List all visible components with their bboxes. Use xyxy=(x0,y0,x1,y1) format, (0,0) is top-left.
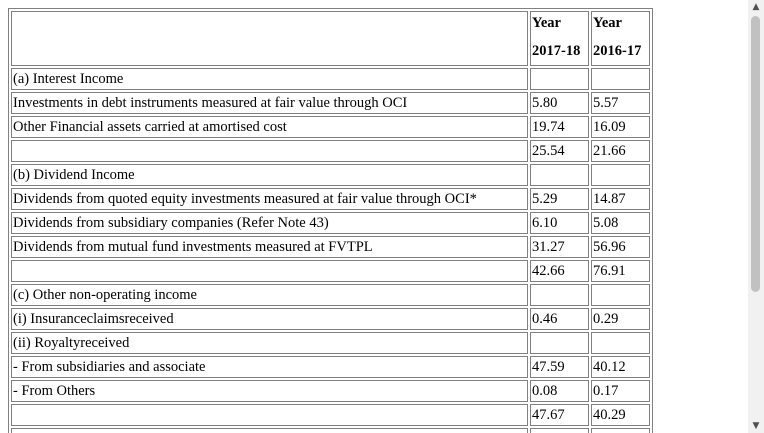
income-table: Year 2017-18 Year 2016-17 (a) Interest I… xyxy=(8,8,653,433)
scroll-up-arrow-icon[interactable]: ▲ xyxy=(752,2,760,12)
value-2016-17-cell: 76.91 xyxy=(591,260,650,282)
value-2016-17-cell: 0.17 xyxy=(591,380,650,402)
value-2016-17-cell: 5.57 xyxy=(591,92,650,114)
row-label-cell: (i) Insuranceclaimsreceived xyxy=(11,308,528,330)
table-row: Other Financial assets carried at amorti… xyxy=(11,116,650,138)
value-2017-18-cell: 5.80 xyxy=(530,92,589,114)
value-2017-18-cell: 19.74 xyxy=(530,116,589,138)
header-year-2017-18: Year 2017-18 xyxy=(530,11,589,66)
table-row: 25.54 21.66 xyxy=(11,140,650,162)
value-2017-18-cell xyxy=(530,428,589,433)
value-2016-17-cell: 5.08 xyxy=(591,212,650,234)
value-2016-17-cell xyxy=(591,332,650,354)
value-2017-18-cell: 47.67 xyxy=(530,404,589,426)
row-label-cell: - From Others xyxy=(11,380,528,402)
value-2016-17-cell: 14.87 xyxy=(591,188,650,210)
value-2017-18-cell: 0.08 xyxy=(530,380,589,402)
table-row: 47.67 40.29 xyxy=(11,404,650,426)
row-label-cell: (a) Interest Income xyxy=(11,68,528,90)
value-2016-17-cell: 0.29 xyxy=(591,308,650,330)
row-label-cell: Investments in debt instruments measured… xyxy=(11,92,528,114)
table-row: (i) Insuranceclaimsreceived 0.46 0.29 xyxy=(11,308,650,330)
table-row: (c) Other non-operating income xyxy=(11,284,650,306)
value-2016-17-cell: 16.09 xyxy=(591,116,650,138)
row-label-cell: (c) Other non-operating income xyxy=(11,284,528,306)
row-label-cell: Other Financial assets carried at amorti… xyxy=(11,116,528,138)
value-2016-17-cell: 40.12 xyxy=(591,356,650,378)
value-2017-18-cell xyxy=(530,284,589,306)
table-row: (a) Interest Income xyxy=(11,68,650,90)
value-2016-17-cell xyxy=(591,284,650,306)
value-2017-18-cell: 6.10 xyxy=(530,212,589,234)
value-2016-17-cell: 56.96 xyxy=(591,236,650,258)
document-viewport: Year 2017-18 Year 2016-17 (a) Interest I… xyxy=(8,8,653,433)
header-year-value: 2017-18 xyxy=(532,43,581,59)
table-row xyxy=(11,428,650,433)
value-2017-18-cell: 5.29 xyxy=(530,188,589,210)
table-row: Investments in debt instruments measured… xyxy=(11,92,650,114)
table-row: Dividends from mutual fund investments m… xyxy=(11,236,650,258)
value-2016-17-cell: 21.66 xyxy=(591,140,650,162)
row-label-cell xyxy=(11,404,528,426)
header-label-cell xyxy=(11,11,528,66)
value-2017-18-cell: 31.27 xyxy=(530,236,589,258)
table-row: - From Others 0.08 0.17 xyxy=(11,380,650,402)
row-label-cell: (b) Dividend Income xyxy=(11,164,528,186)
row-label-cell: Dividends from quoted equity investments… xyxy=(11,188,528,210)
row-label-cell: (ii) Royaltyreceived xyxy=(11,332,528,354)
table-row: Dividends from subsidiary companies (Ref… xyxy=(11,212,650,234)
table-row: (ii) Royaltyreceived xyxy=(11,332,650,354)
header-year-value: 2016-17 xyxy=(593,43,642,59)
value-2017-18-cell: 47.59 xyxy=(530,356,589,378)
table-header-row: Year 2017-18 Year 2016-17 xyxy=(11,11,650,66)
row-label-cell xyxy=(11,428,528,433)
row-label-cell xyxy=(11,140,528,162)
vertical-scrollbar[interactable]: ▲ ▼ xyxy=(748,0,764,433)
table-row: (b) Dividend Income xyxy=(11,164,650,186)
scrollbar-thumb[interactable] xyxy=(751,16,760,292)
row-label-cell: - From subsidiaries and associate xyxy=(11,356,528,378)
table-row: Dividends from quoted equity investments… xyxy=(11,188,650,210)
row-label-cell xyxy=(11,260,528,282)
value-2016-17-cell xyxy=(591,68,650,90)
value-2017-18-cell: 0.46 xyxy=(530,308,589,330)
value-2017-18-cell xyxy=(530,332,589,354)
table-row: 42.66 76.91 xyxy=(11,260,650,282)
scroll-down-arrow-icon[interactable]: ▼ xyxy=(752,421,760,431)
value-2017-18-cell xyxy=(530,68,589,90)
value-2016-17-cell xyxy=(591,428,650,433)
value-2017-18-cell: 42.66 xyxy=(530,260,589,282)
value-2017-18-cell xyxy=(530,164,589,186)
row-label-cell: Dividends from subsidiary companies (Ref… xyxy=(11,212,528,234)
value-2016-17-cell: 40.29 xyxy=(591,404,650,426)
row-label-cell: Dividends from mutual fund investments m… xyxy=(11,236,528,258)
header-year-label: Year xyxy=(532,15,561,31)
header-year-label: Year xyxy=(593,15,622,31)
header-year-2016-17: Year 2016-17 xyxy=(591,11,650,66)
table-row: - From subsidiaries and associate 47.59 40… xyxy=(11,356,650,378)
value-2016-17-cell xyxy=(591,164,650,186)
value-2017-18-cell: 25.54 xyxy=(530,140,589,162)
